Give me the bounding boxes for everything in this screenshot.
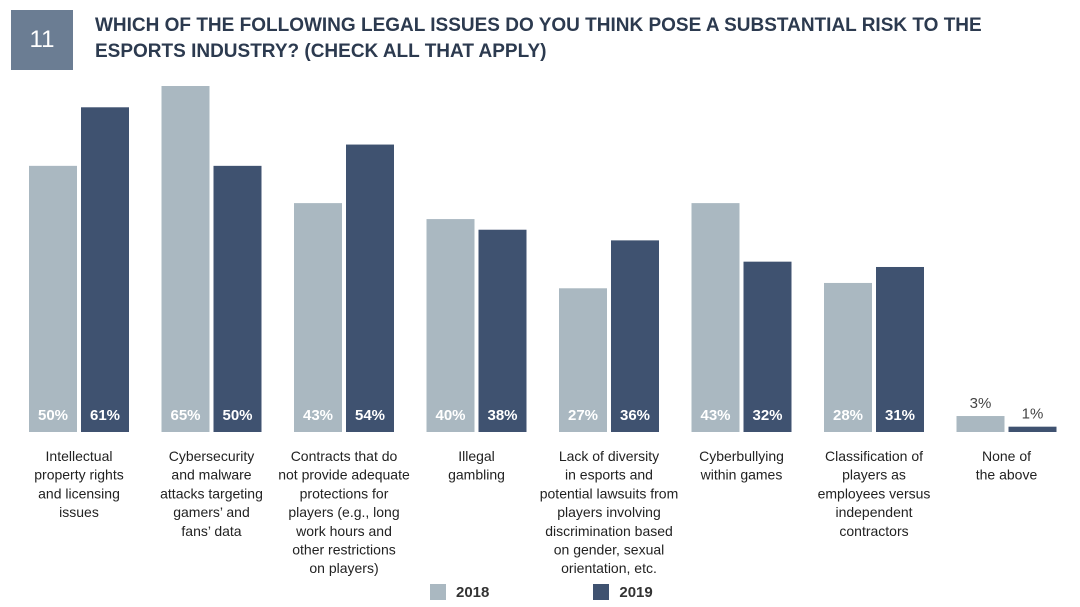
- category-label-8: None of the above: [976, 448, 1038, 483]
- legend-swatch-2019: [593, 584, 610, 600]
- legend-label-2018: 2018: [456, 583, 490, 601]
- data-label-2018-1: 50%: [38, 407, 68, 424]
- data-label-2019-7: 31%: [885, 407, 915, 424]
- legend-swatch-2018: [430, 584, 446, 600]
- bar-2019-5: [611, 240, 659, 432]
- category-label-2: Cybersecurity and malware attacks targetin…: [160, 448, 263, 539]
- bar-2018-4: [426, 219, 475, 432]
- legend-item-2018: 2018: [430, 584, 489, 601]
- bar-2018-5: [559, 288, 607, 432]
- bar-2018-7: [824, 282, 872, 432]
- question-number-badge: 11: [11, 10, 73, 70]
- bar-2019-2: [213, 165, 262, 432]
- legend: 2018 2019: [430, 582, 757, 602]
- bar-2018-6: [691, 203, 740, 432]
- category-label-4: Illegal gambling: [448, 448, 505, 483]
- bar-2018-3: [294, 203, 342, 432]
- bar-2019-4: [478, 229, 527, 432]
- data-label-2019-8: 1%: [1022, 406, 1044, 423]
- chart-title: WHICH OF THE FOLLOWING LEGAL ISSUES DO Y…: [95, 15, 982, 62]
- bar-2018-2: [161, 86, 210, 432]
- data-label-2018-2: 65%: [170, 407, 200, 424]
- category-label-6: Cyberbullying within games: [699, 448, 784, 483]
- bar-chart: 50% 61% Intellectual property rights and lic…: [29, 86, 1057, 576]
- data-label-2018-3: 43%: [303, 407, 333, 424]
- data-label-2018-7: 28%: [833, 407, 863, 424]
- bar-2018-8: [956, 416, 1005, 432]
- data-label-2018-6: 43%: [700, 407, 730, 424]
- category-label-7: Classification of players as employees ver…: [818, 448, 931, 539]
- bar-2019-6: [743, 261, 792, 432]
- bar-2018-1: [29, 165, 77, 432]
- data-label-2018-5: 27%: [568, 407, 598, 424]
- category-label-3: Contracts that do not provide adequate pro…: [278, 448, 410, 576]
- bar-2019-8: [1008, 426, 1057, 432]
- data-label-2018-8: 3%: [970, 395, 992, 412]
- category-label-1: Intellectual property rights and licensing…: [34, 448, 123, 520]
- data-label-2019-3: 54%: [355, 407, 385, 424]
- data-label-2019-2: 50%: [222, 407, 252, 424]
- bar-2019-3: [346, 144, 394, 433]
- data-label-2019-6: 32%: [752, 407, 782, 424]
- data-label-2019-5: 36%: [620, 407, 650, 424]
- data-label-2019-4: 38%: [487, 407, 517, 424]
- legend-item-2019: 2019: [593, 583, 653, 601]
- bar-2019-7: [876, 266, 924, 432]
- bar-2019-1: [81, 107, 129, 433]
- data-label-2019-1: 61%: [90, 407, 120, 424]
- data-label-2018-4: 40%: [435, 407, 465, 424]
- legend-label-2019: 2019: [619, 583, 653, 601]
- category-label-5: Lack of diversity in esports and potential…: [540, 448, 679, 576]
